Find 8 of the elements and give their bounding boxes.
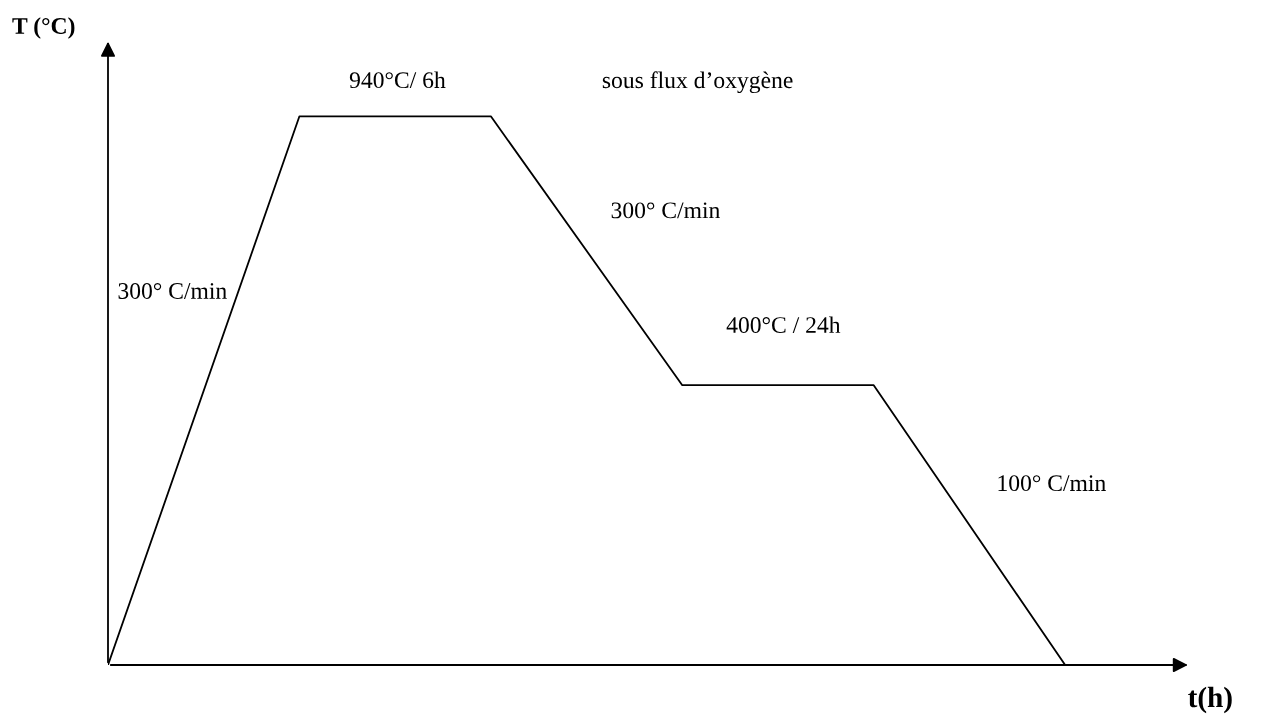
x-axis-title: t(h) [1188, 686, 1232, 714]
text: sous flux d’oxygène [602, 71, 793, 94]
text: 940°C/ 6h [349, 71, 446, 89]
y-axis-title: T (°C) [12, 17, 75, 39]
annotation: 300° C/min [118, 282, 227, 299]
annotation: 100° C/min [998, 475, 1106, 492]
annotation: 300° C/min [611, 202, 720, 219]
annotation: 400°C / 24h [726, 316, 841, 334]
